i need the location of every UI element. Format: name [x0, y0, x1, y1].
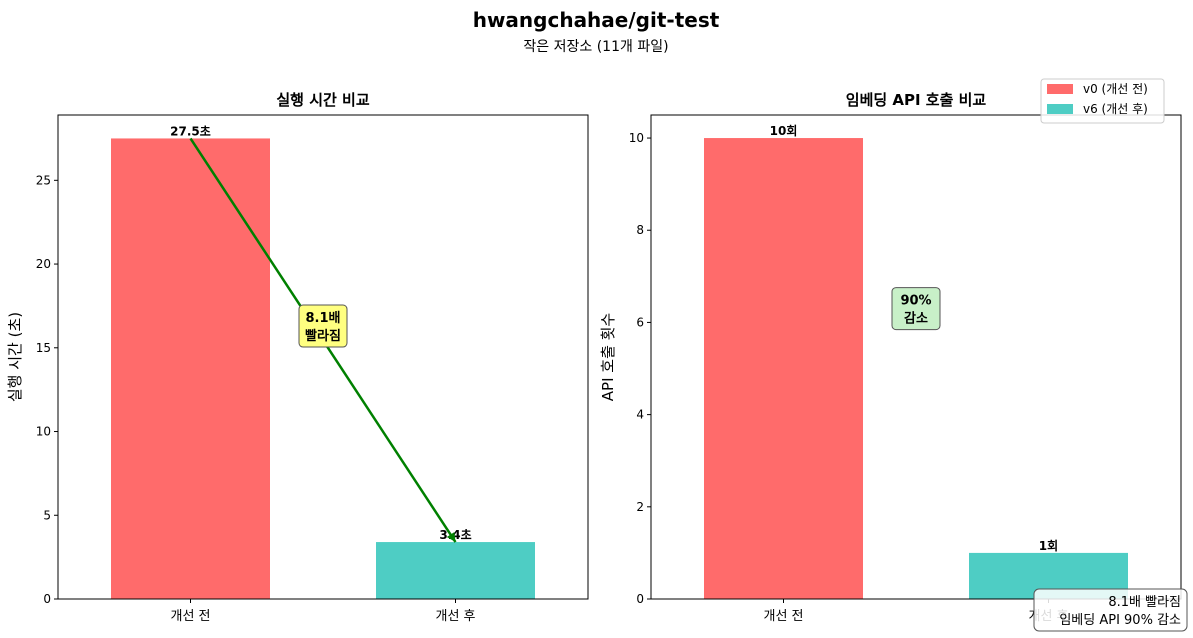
x-tick-label: 개선 전	[763, 609, 803, 624]
summary-box: 8.1배 빨라짐 임베딩 API 90% 감소	[1033, 588, 1188, 632]
data-label: 10회	[770, 123, 798, 138]
summary-line-2: 임베딩 API 90% 감소	[1059, 613, 1181, 628]
annotation-box	[891, 287, 941, 331]
annotation-text: 90%	[900, 294, 931, 309]
y-tick-label: 0	[636, 592, 644, 606]
bar	[704, 138, 863, 600]
chart-title: 임베딩 API 호출 비교	[846, 91, 987, 109]
y-tick-label: 10	[629, 131, 644, 145]
legend-swatch-v6	[1047, 104, 1073, 114]
y-tick-label: 15	[36, 341, 51, 355]
y-tick-label: 6	[636, 315, 644, 329]
axes-frame	[57, 114, 589, 600]
chart-title: 실행 시간 비교	[276, 91, 369, 109]
data-label: 27.5초	[170, 124, 211, 138]
y-tick-label: 10	[36, 425, 51, 439]
annotation-text: 8.1배	[306, 310, 341, 326]
y-tick-label: 0	[43, 592, 51, 606]
summary-box-frame	[1033, 588, 1188, 632]
x-tick-label: 개선 전	[170, 609, 210, 624]
y-tick-label: 5	[43, 508, 51, 522]
annotation-text: 감소	[904, 312, 928, 327]
legend-swatch-v0	[1047, 84, 1073, 94]
x-tick-label: 개선 후	[435, 609, 475, 624]
axes-frame	[650, 114, 1182, 600]
y-tick-label: 2	[636, 500, 644, 514]
y-tick-label: 25	[36, 173, 51, 187]
figure-subtitle: 작은 저장소 (11개 파일)	[523, 39, 668, 55]
legend-label-v6: v6 (개선 후)	[1083, 102, 1148, 116]
y-tick-label: 8	[636, 223, 644, 237]
annotation-box	[298, 304, 348, 348]
y-tick-label: 20	[36, 257, 51, 271]
bar	[111, 138, 270, 600]
y-axis-label: 실행 시간 (초)	[6, 312, 24, 402]
legend-label-v0: v0 (개선 전)	[1083, 82, 1148, 96]
data-label: 1회	[1039, 538, 1058, 553]
legend: v0 (개선 전) v6 (개선 후)	[1040, 78, 1165, 124]
y-axis-label: API 호출 횟수	[599, 313, 617, 401]
figure-title: hwangchahae/git-test	[473, 8, 720, 32]
summary-line-1: 8.1배 빨라짐	[1108, 595, 1181, 610]
annotation-text: 빨라짐	[305, 328, 341, 344]
trend-arrow-head	[446, 532, 456, 543]
y-tick-label: 4	[636, 408, 644, 422]
bar	[376, 542, 535, 599]
